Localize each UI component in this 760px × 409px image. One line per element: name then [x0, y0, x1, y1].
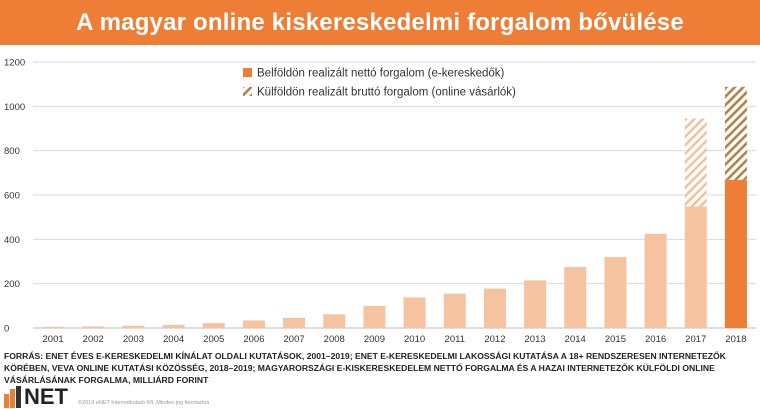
y-tick-label: 1000 [4, 102, 25, 113]
x-tick-label: 2008 [324, 334, 345, 345]
legend-swatch-domestic [243, 68, 252, 77]
legend-label-foreign: Külföldön realizált bruttó forgalom (onl… [257, 87, 516, 99]
bar-domestic-2001 [42, 326, 65, 328]
bar-domestic-2008 [323, 314, 346, 328]
legend: Belföldön realizált nettó forgalom (e-ke… [243, 68, 516, 99]
bar-domestic-2017 [684, 206, 707, 328]
x-tick-label: 2018 [725, 334, 746, 345]
enet-logo: NET [4, 386, 68, 408]
bar-domestic-2007 [283, 317, 306, 328]
y-tick-label: 0 [4, 324, 9, 335]
y-tick-label: 400 [4, 235, 20, 246]
x-tick-label: 2007 [284, 334, 305, 345]
y-tick-label: 600 [4, 191, 20, 202]
title-banner: A magyar online kiskereskedelmi forgalom… [0, 0, 760, 45]
x-tick-label: 2002 [83, 334, 104, 345]
x-tick-label: 2009 [364, 334, 385, 345]
y-tick-label: 200 [4, 279, 20, 290]
bar-domestic-2002 [82, 326, 105, 328]
bar-domestic-2014 [564, 267, 587, 328]
bar-domestic-2003 [122, 325, 145, 328]
footer: NET ©2019 eNET Internetkutató Kft. Minde… [4, 380, 209, 408]
x-tick-label: 2012 [484, 334, 505, 345]
legend-label-domestic: Belföldön realizált nettó forgalom (e-ke… [257, 68, 505, 80]
copyright-text: ©2019 eNET Internetkutató Kft. Minden jo… [78, 400, 210, 406]
gridlines [33, 61, 756, 329]
x-axis: 2001 2002 2003 2004 2005 2006 2007 2008 2009 2010… [43, 334, 747, 345]
x-tick-label: 2015 [605, 334, 626, 345]
x-tick-label: 2006 [243, 334, 264, 345]
x-tick-label: 2016 [645, 334, 666, 345]
bar-domestic-2012 [483, 288, 506, 328]
bar-domestic-2013 [524, 280, 547, 328]
bar-foreign-2017 [684, 118, 707, 207]
bar-foreign-2018 [724, 86, 747, 180]
x-tick-label: 2003 [123, 334, 144, 345]
legend-swatch-foreign [243, 87, 252, 96]
y-tick-label: 1200 [4, 58, 25, 69]
x-tick-label: 2013 [525, 334, 546, 345]
y-tick-label: 800 [4, 146, 20, 157]
x-tick-label: 2004 [163, 334, 184, 345]
bars [42, 86, 747, 328]
page-title: A magyar online kiskereskedelmi forgalom… [76, 8, 684, 36]
bar-domestic-2006 [242, 320, 265, 328]
bar-domestic-2004 [162, 324, 185, 328]
x-tick-label: 2014 [565, 334, 586, 345]
bar-domestic-2010 [403, 297, 426, 328]
bar-domestic-2016 [644, 233, 667, 328]
x-tick-label: 2017 [685, 334, 706, 345]
bar-domestic-2015 [604, 257, 627, 328]
x-tick-label: 2011 [445, 334, 465, 345]
bar-domestic-2009 [363, 305, 386, 328]
bar-domestic-2011 [443, 293, 466, 328]
bar-domestic-2005 [202, 323, 225, 328]
x-tick-label: 2001 [43, 334, 64, 345]
bar-domestic-2018 [724, 179, 747, 328]
logo-text: NET [24, 384, 68, 409]
x-tick-label: 2010 [404, 334, 425, 345]
x-tick-label: 2005 [203, 334, 224, 345]
logo-bars-icon [4, 386, 22, 408]
source-note: FORRÁS: ENET ÉVES E-KERESKEDELMI KÍNÁLAT… [4, 351, 726, 385]
y-axis: 0 200 400 600 800 1000 1200 [4, 58, 25, 335]
